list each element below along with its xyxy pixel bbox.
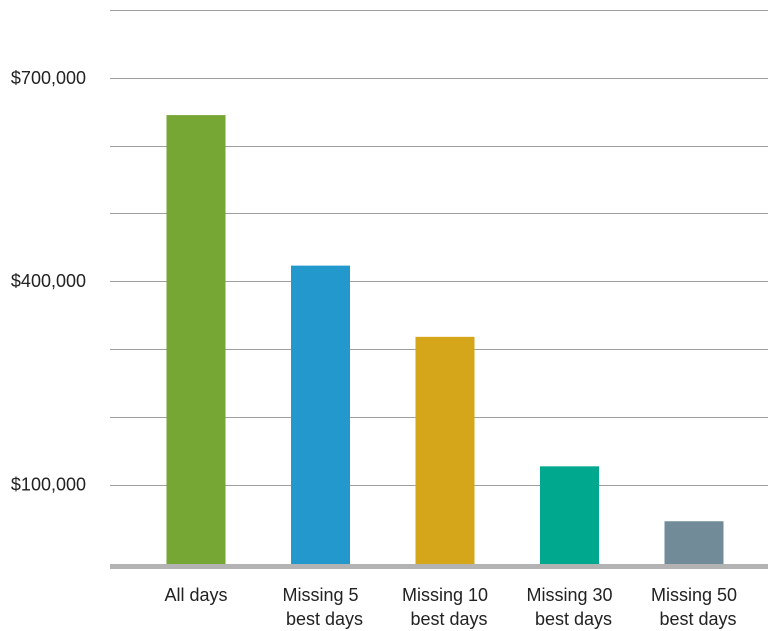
x-category-label: best days (286, 609, 363, 629)
y-tick-label: $100,000 (11, 475, 86, 495)
x-category-label: All days (164, 585, 227, 605)
bar (540, 466, 599, 566)
x-category-label: Missing 5 (282, 585, 358, 605)
bar (166, 115, 226, 566)
x-category-label: best days (410, 609, 487, 629)
x-category-label: best days (659, 609, 736, 629)
y-tick-label: $700,000 (11, 68, 86, 88)
x-category-label: Missing 50 (651, 585, 737, 605)
y-tick-label: $400,000 (11, 271, 86, 291)
x-category-label: Missing 30 (526, 585, 612, 605)
bar (291, 265, 350, 566)
bar (664, 521, 724, 566)
bar (415, 336, 475, 566)
x-category-label: best days (535, 609, 612, 629)
x-category-label: Missing 10 (402, 585, 488, 605)
x-axis-baseline (110, 564, 768, 569)
